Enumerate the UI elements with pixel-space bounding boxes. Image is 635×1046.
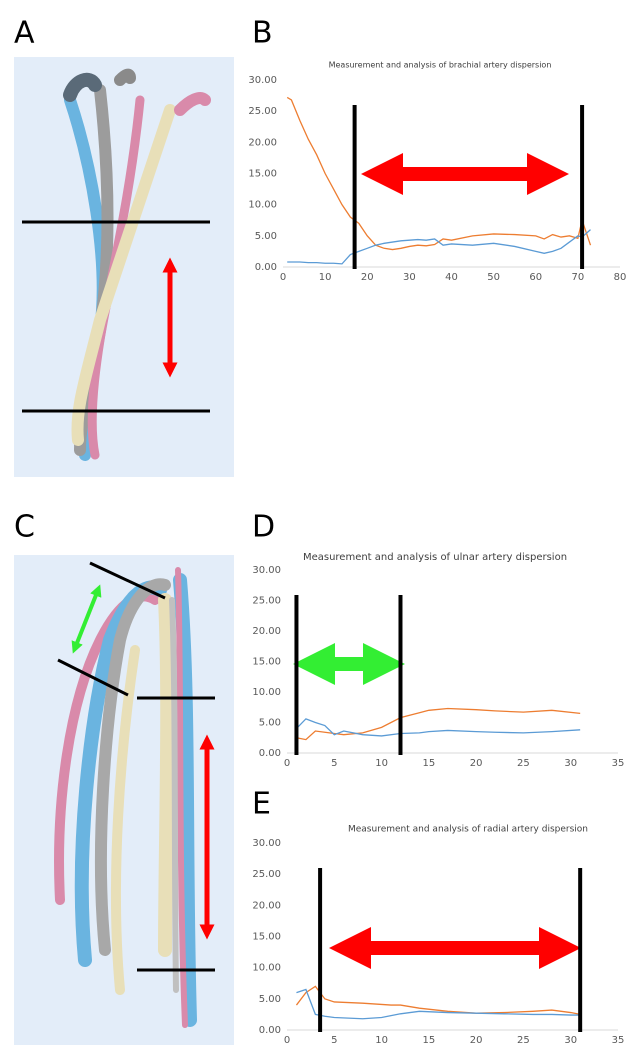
- chart-title: Measurement and analysis of brachial art…: [329, 61, 552, 70]
- x-tick-label: 15: [422, 1035, 435, 1046]
- arrows: [293, 153, 581, 969]
- x-tick-label: 35: [612, 758, 625, 769]
- vessel-image-c: [14, 555, 234, 1045]
- x-tick-label: 0: [284, 1035, 290, 1046]
- data-line: [296, 707, 581, 741]
- y-tick-label: 0.00: [259, 748, 281, 759]
- x-tick-label: 10: [375, 1035, 388, 1046]
- data-line: [295, 985, 581, 1016]
- data-line: [296, 988, 581, 1020]
- panel-label: C: [14, 510, 35, 545]
- panel-label: A: [14, 16, 35, 51]
- y-tick-label: 10.00: [252, 963, 281, 974]
- y-tick-label: 5.00: [259, 994, 281, 1005]
- y-tick-label: 15.00: [252, 932, 281, 943]
- x-tick-label: 80: [614, 272, 627, 283]
- panel-label: E: [252, 787, 271, 822]
- x-tick-label: 10: [375, 758, 388, 769]
- x-tick-label: 70: [572, 272, 585, 283]
- x-tick-label: 0: [284, 758, 290, 769]
- x-tick-label: 25: [517, 1035, 530, 1046]
- y-tick-label: 30.00: [248, 75, 277, 86]
- x-tick-label: 20: [361, 272, 374, 283]
- y-tick-label: 0.00: [259, 1025, 281, 1036]
- data-line: [287, 229, 591, 265]
- x-tick-label: 40: [445, 272, 458, 283]
- y-tick-label: 5.00: [255, 231, 277, 242]
- x-tick-label: 25: [517, 758, 530, 769]
- data-line: [295, 718, 581, 737]
- x-tick-label: 50: [487, 272, 500, 283]
- y-tick-label: 15.00: [248, 169, 277, 180]
- y-tick-label: 10.00: [248, 200, 277, 211]
- y-tick-label: 10.00: [252, 687, 281, 698]
- chart-title: Measurement and analysis of ulnar artery…: [303, 552, 567, 563]
- y-tick-label: 0.00: [255, 262, 277, 273]
- x-tick-label: 30: [564, 758, 577, 769]
- vessel-image-a: [14, 57, 234, 477]
- x-tick-label: 30: [403, 272, 416, 283]
- x-tick-label: 35: [612, 1035, 625, 1046]
- y-tick-label: 20.00: [248, 137, 277, 148]
- x-tick-label: 60: [529, 272, 542, 283]
- y-tick-label: 30.00: [252, 838, 281, 849]
- chart-title: Measurement and analysis of radial arter…: [348, 825, 588, 835]
- x-tick-label: 30: [564, 1035, 577, 1046]
- data-line: [286, 96, 592, 251]
- y-tick-label: 25.00: [252, 596, 281, 607]
- x-tick-label: 15: [422, 758, 435, 769]
- y-tick-label: 25.00: [248, 106, 277, 117]
- y-tick-label: 30.00: [252, 565, 281, 576]
- x-tick-label: 10: [319, 272, 332, 283]
- x-tick-label: 5: [331, 758, 337, 769]
- panel-label: D: [252, 510, 275, 545]
- x-tick-label: 20: [470, 1035, 483, 1046]
- x-tick-label: 0: [280, 272, 286, 283]
- x-tick-label: 20: [470, 758, 483, 769]
- panel-label: B: [252, 16, 273, 51]
- x-tick-label: 5: [331, 1035, 337, 1046]
- y-tick-label: 20.00: [252, 900, 281, 911]
- y-tick-label: 25.00: [252, 869, 281, 880]
- y-tick-label: 20.00: [252, 626, 281, 637]
- y-tick-label: 5.00: [259, 718, 281, 729]
- y-tick-label: 15.00: [252, 657, 281, 668]
